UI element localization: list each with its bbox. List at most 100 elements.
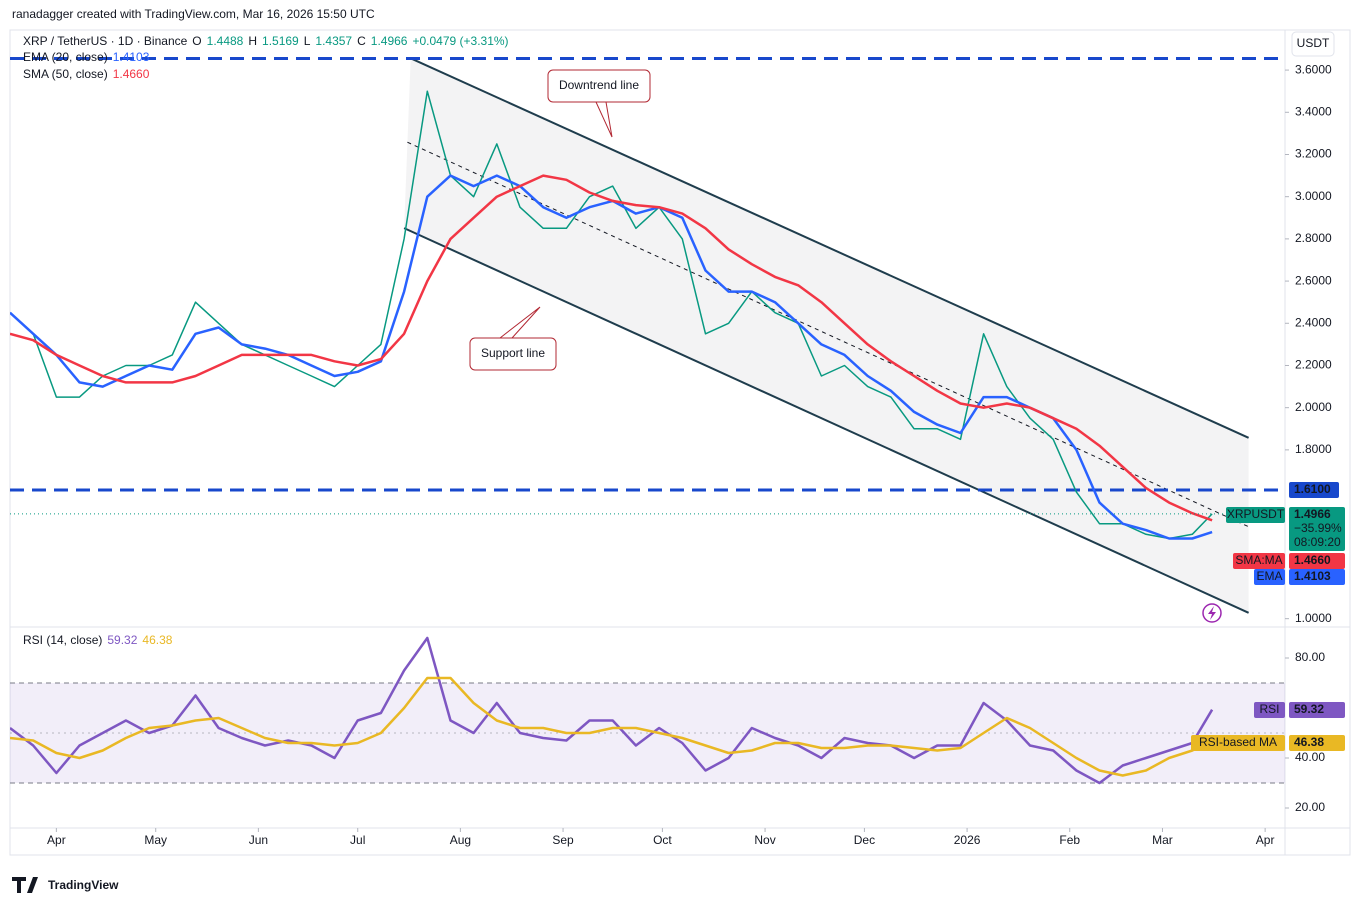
channel-line xyxy=(410,57,1250,439)
rsi-pane xyxy=(10,636,1285,785)
ohlc-key: H xyxy=(248,34,257,48)
x-tick-label: 2026 xyxy=(954,833,981,847)
y-tick-label: 2.2000 xyxy=(1295,358,1332,372)
alert-bolt xyxy=(1208,606,1216,620)
ohlc-value: 1.4357 xyxy=(315,34,352,48)
tag-name-box xyxy=(1226,507,1285,523)
x-tick-label: Nov xyxy=(754,833,775,847)
tag-value: 1.4660 xyxy=(1294,553,1331,567)
series-line xyxy=(10,90,1213,540)
legend-value: 1.4103 xyxy=(113,50,150,64)
legend-line: SMA (50, close) 1.4660 xyxy=(23,67,150,81)
callout-pointer xyxy=(499,306,541,339)
x-tick-label: Jul xyxy=(350,833,365,847)
legend-line: XRP / TetherUS · 1D · Binance O 1.4488 H 1.5… xyxy=(23,34,509,48)
symbol: XRP / TetherUS · 1D · Binance xyxy=(23,34,188,48)
credit: ranadagger created with TradingView.com,… xyxy=(12,7,375,21)
x-tick-label: Oct xyxy=(653,833,672,847)
y-tick-label: 3.0000 xyxy=(1295,189,1332,203)
ohlc-value: 1.4488 xyxy=(207,34,244,48)
y-tick-label: 1.0000 xyxy=(1295,611,1332,625)
ohlc-key: L xyxy=(304,34,311,48)
tag-name: RSI-based MA xyxy=(1199,735,1277,749)
callout-downtrend: Downtrend line xyxy=(547,69,651,138)
tag-name-box xyxy=(1233,553,1285,569)
unit-box xyxy=(1291,31,1335,57)
series-line xyxy=(10,636,1214,785)
tag-name: SMA:MA xyxy=(1235,553,1282,567)
callout-box xyxy=(547,69,651,103)
y-tick-label: 20.00 xyxy=(1295,800,1325,814)
x-tick-label: Mar xyxy=(1152,833,1173,847)
logo-mark xyxy=(12,877,38,893)
frame xyxy=(9,29,1351,856)
callout-pointer xyxy=(595,101,613,138)
price-tag xyxy=(1289,481,1339,498)
tag-value: −35.99% xyxy=(1294,521,1342,535)
y-tick-label: 2.6000 xyxy=(1295,273,1332,287)
channel-fill xyxy=(404,58,1249,613)
tag-value: 1.4103 xyxy=(1294,569,1331,583)
ohlc-value: 1.5169 xyxy=(262,34,299,48)
tag-name: RSI xyxy=(1259,702,1279,716)
ohlc-value: 1.4966 xyxy=(371,34,408,48)
y-tick-label: 2.4000 xyxy=(1295,315,1332,329)
logo-text: TradingView xyxy=(48,878,119,892)
series-line xyxy=(10,174,1213,522)
y-tick-label: 2.0000 xyxy=(1295,400,1332,414)
y-tick-label: 40.00 xyxy=(1295,750,1325,764)
legend-value: 1.4660 xyxy=(113,67,150,81)
channel-midline xyxy=(407,141,1249,528)
x-tick-label: Apr xyxy=(47,833,66,847)
y-tick-label: 2.8000 xyxy=(1295,231,1332,245)
callout-support: Support line xyxy=(469,306,557,371)
tag-name-box xyxy=(1254,702,1285,718)
y-tick-label: 3.4000 xyxy=(1295,104,1332,118)
channel-line xyxy=(403,227,1250,614)
y-axis-unit: USDT xyxy=(1297,36,1330,50)
series-line xyxy=(10,676,1213,777)
x-tick-label: Feb xyxy=(1059,833,1080,847)
x-tick-label: Sep xyxy=(552,833,574,847)
tag-value-box xyxy=(1289,553,1345,569)
legend-name: EMA (20, close) xyxy=(23,50,108,64)
legend-name: RSI (14, close) xyxy=(23,633,102,647)
price-tag-label: 1.6100 xyxy=(1294,482,1331,496)
y-tick-label: 3.6000 xyxy=(1295,62,1332,76)
x-tick-label: May xyxy=(144,833,167,847)
tag-name: XRPUSDT xyxy=(1227,507,1285,521)
change: +0.0479 (+3.31%) xyxy=(412,34,508,48)
ohlc-key: C xyxy=(357,34,366,48)
tag-value: 1.4966 xyxy=(1294,507,1331,521)
legend-value: 59.32 xyxy=(107,633,137,647)
tag-value: 46.38 xyxy=(1294,735,1324,749)
tag-value-box xyxy=(1289,702,1345,718)
ohlc-key: O xyxy=(192,34,201,48)
tag-value-box xyxy=(1289,735,1345,751)
y-tick-label: 1.8000 xyxy=(1295,442,1332,456)
overlay: 1.0000 1.8000 2.0000 2.2000 2.4000 2.6000 2.80… xyxy=(23,34,1345,847)
price-pane xyxy=(10,56,1285,614)
logo: TradingView xyxy=(12,877,119,893)
x-tick-label: Aug xyxy=(450,833,471,847)
legend-name: SMA (50, close) xyxy=(23,67,108,81)
callout-text: Downtrend line xyxy=(559,78,639,92)
callout-text: Support line xyxy=(481,346,545,360)
tag-value-box xyxy=(1289,507,1345,551)
y-tick-label: 3.2000 xyxy=(1295,147,1332,161)
tag-value-box xyxy=(1289,569,1345,585)
legend-value: 46.38 xyxy=(142,633,172,647)
callout-box xyxy=(469,337,557,371)
x-tick-label: Apr xyxy=(1256,833,1275,847)
tag-value: 08:09:20 xyxy=(1294,535,1341,549)
x-tick-label: Dec xyxy=(854,833,875,847)
x-tick-label: Jun xyxy=(249,833,268,847)
y-tick-label: 80.00 xyxy=(1295,650,1325,664)
legend-line: EMA (20, close) 1.4103 xyxy=(23,50,150,64)
tag-name: EMA xyxy=(1256,569,1282,583)
tag-name-box xyxy=(1254,569,1285,585)
legend-line: RSI (14, close) 59.32 46.38 xyxy=(23,633,173,647)
